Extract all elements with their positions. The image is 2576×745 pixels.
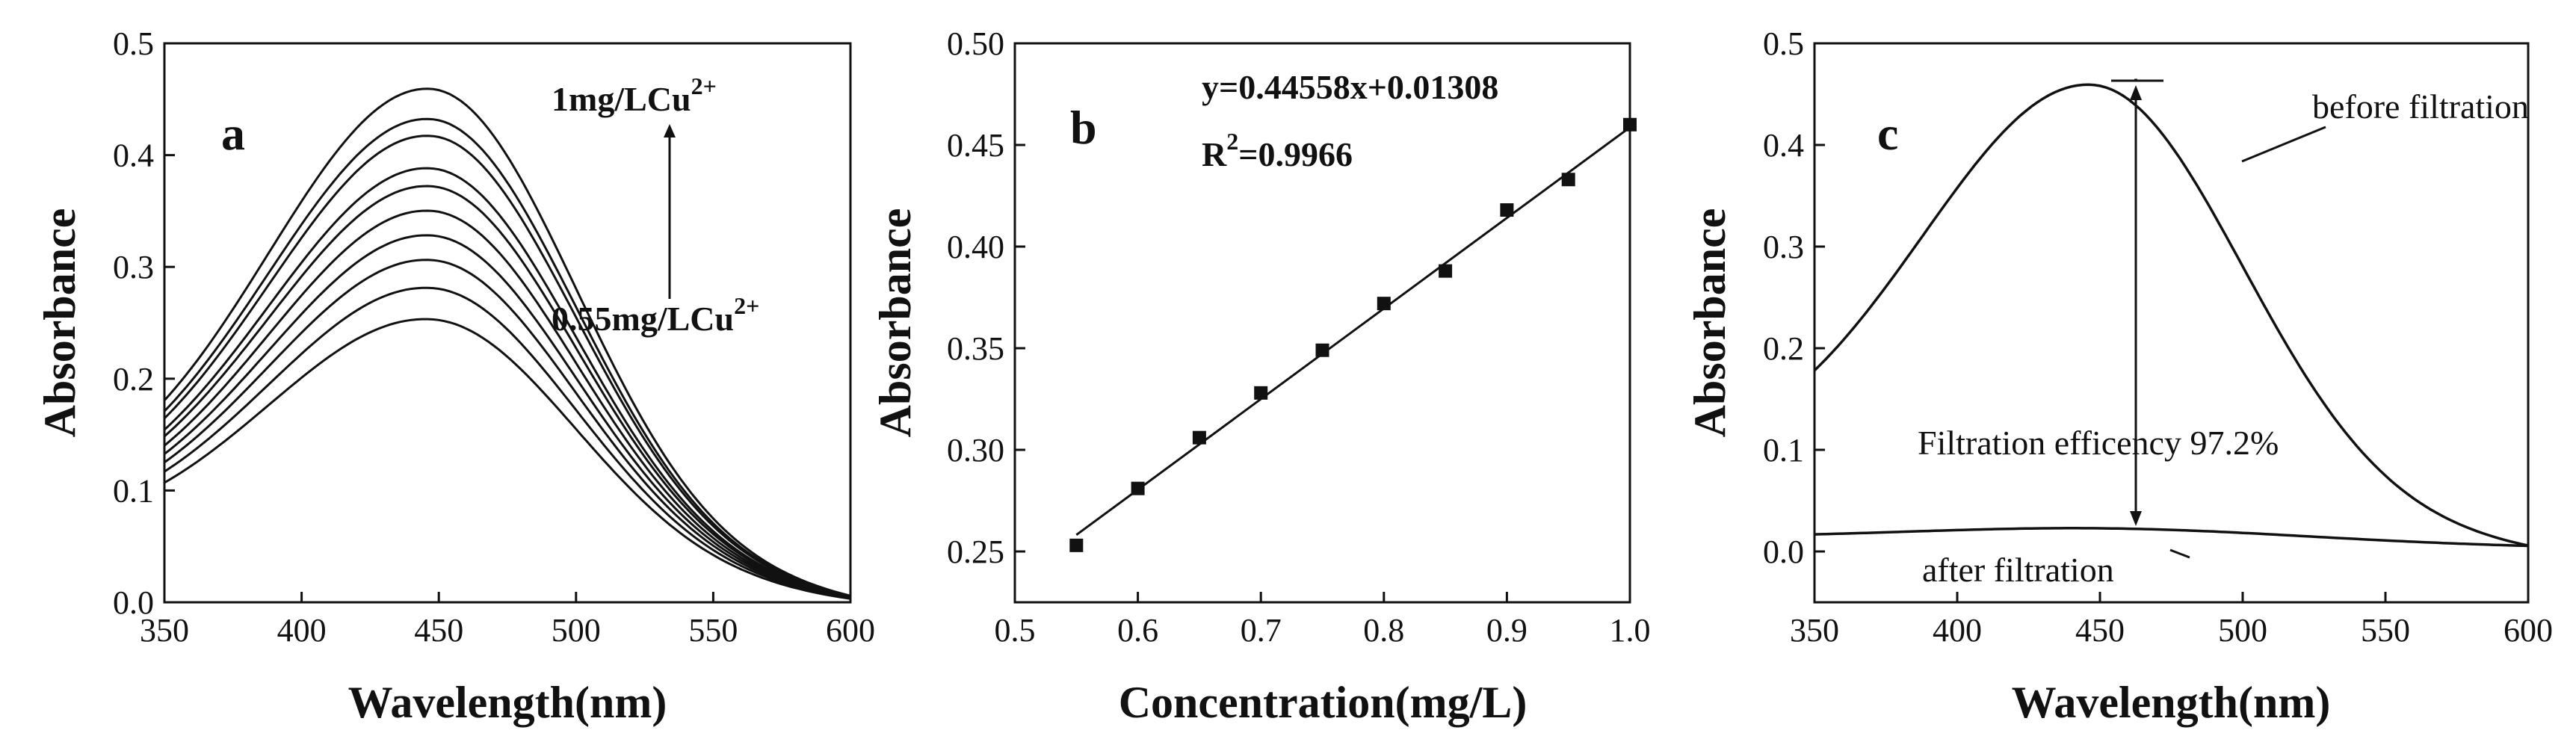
panel-a-ytick-label: 0.4 bbox=[113, 137, 154, 174]
panel-c-xtick-label: 400 bbox=[1933, 612, 1982, 649]
panel-c-ylabel: Absorbance bbox=[1685, 208, 1735, 438]
panel-a-ytick-label: 0.2 bbox=[113, 361, 154, 398]
panel-b: 0.5 0.6 0.7 0.8 0.9 1.0 0.25 0.30 0.35 0.40 0.45 0.… bbox=[871, 25, 1651, 727]
panel-b-data-point bbox=[1192, 430, 1206, 445]
panel-a-spectrum-line bbox=[163, 135, 851, 598]
panel-b-r2: R2=0.9966 bbox=[1202, 128, 1353, 173]
panel-c-xtick-label: 550 bbox=[2361, 612, 2410, 649]
panel-a-xtick-label: 600 bbox=[826, 612, 875, 649]
panel-a-xlabel: Wavelength(nm) bbox=[348, 678, 667, 727]
panel-c-frame bbox=[1813, 42, 2530, 604]
panel-b-xtick-label: 0.8 bbox=[1363, 612, 1404, 649]
panel-a-ytick-label: 0.1 bbox=[113, 472, 154, 509]
panel-a-label: a bbox=[221, 107, 245, 160]
panel-b-data-point bbox=[1500, 203, 1514, 217]
panel-b-equation: y=0.44558x+0.01308 bbox=[1202, 68, 1498, 106]
panel-c-label-before: before filtration bbox=[2312, 87, 2529, 126]
panel-a-spectrum-line bbox=[164, 286, 851, 600]
panel-b-ytick-label: 0.25 bbox=[947, 534, 1004, 570]
panel-a: 350 400 450 500 550 600 0.0 0.1 0.2 0.3 0.4 0.5 Abs… bbox=[35, 25, 875, 727]
panel-a-annotation-bottom: 0.55mg/LCu2+ bbox=[552, 292, 759, 338]
panel-b-xtick-label: 0.9 bbox=[1486, 612, 1528, 649]
panel-b-xtick-label: 1.0 bbox=[1610, 612, 1651, 649]
panel-b-xtick-label: 0.7 bbox=[1241, 612, 1282, 649]
panel-c-ytick-label: 0.0 bbox=[1763, 534, 1804, 570]
panel-c-after-line bbox=[1814, 527, 2529, 548]
panel-b-xlabel: Concentration(mg/L) bbox=[1119, 678, 1528, 727]
panel-c-ytick-label: 0.2 bbox=[1763, 330, 1804, 367]
panel-b-data-point bbox=[1377, 297, 1391, 311]
panel-c-label-efficiency: Filtration efficency 97.2% bbox=[1918, 424, 2279, 462]
panel-a-ylabel: Absorbance bbox=[35, 208, 84, 438]
panel-c-xtick-label: 450 bbox=[2075, 612, 2125, 649]
panel-b-data-point bbox=[1561, 173, 1575, 187]
panel-b-data-point bbox=[1069, 538, 1084, 552]
panel-b-frame bbox=[1013, 42, 1631, 604]
panel-c-after-pointer bbox=[2169, 548, 2190, 559]
panel-a-spectrum-line bbox=[164, 209, 851, 599]
panel-c-before-pointer bbox=[2241, 126, 2326, 163]
panel-a-xtick-label: 400 bbox=[277, 612, 327, 649]
panel-a-spectrum-line bbox=[164, 259, 851, 599]
panel-b-ytick-label: 0.30 bbox=[947, 432, 1004, 469]
panel-c-efficiency-arrow-up bbox=[2130, 85, 2142, 100]
panel-c-label: c bbox=[1877, 107, 1898, 160]
panel-c-label-after: after filtration bbox=[1922, 551, 2114, 589]
panel-b-xtick-label: 0.5 bbox=[995, 612, 1036, 649]
panel-a-curves bbox=[163, 87, 851, 600]
panel-c-ytick-label: 0.1 bbox=[1763, 432, 1804, 469]
panel-a-xtick-label: 450 bbox=[414, 612, 463, 649]
panel-a-xtick-label: 350 bbox=[140, 612, 189, 649]
panel-c-ticks: 350 400 450 500 550 600 0.0 0.1 0.2 0.3 0.4 0.5 bbox=[1763, 25, 2553, 649]
panel-a-spectrum-line bbox=[163, 185, 851, 599]
panel-b-data-point bbox=[1315, 343, 1329, 357]
panel-b-ytick-label: 0.35 bbox=[947, 330, 1004, 367]
panel-b-data-point bbox=[1131, 481, 1145, 495]
panel-b-ylabel: Absorbance bbox=[871, 208, 920, 438]
panel-b-ytick-label: 0.45 bbox=[947, 127, 1004, 164]
panel-c-efficiency-arrow-down bbox=[2130, 511, 2142, 526]
panel-c-xlabel: Wavelength(nm) bbox=[2012, 678, 2331, 727]
panel-b-label: b bbox=[1070, 101, 1097, 154]
panel-c-xtick-label: 350 bbox=[1790, 612, 1839, 649]
panel-b-ytick-label: 0.40 bbox=[947, 229, 1004, 265]
panel-c-curves bbox=[1813, 83, 2529, 548]
panel-a-ytick-label: 0.5 bbox=[113, 25, 154, 62]
panel-c-ytick-label: 0.3 bbox=[1763, 229, 1804, 265]
panel-a-spectrum-line bbox=[164, 234, 851, 599]
panel-c: 350 400 450 500 550 600 0.0 0.1 0.2 0.3 0.4 0.5 Abs… bbox=[1685, 25, 2553, 727]
panel-c-ytick-label: 0.4 bbox=[1763, 127, 1804, 164]
panel-c-ytick-label: 0.5 bbox=[1763, 25, 1804, 62]
panel-a-xtick-label: 500 bbox=[552, 612, 601, 649]
panel-b-data-point bbox=[1254, 386, 1268, 400]
panel-a-ytick-label: 0.0 bbox=[113, 584, 154, 621]
panel-a-spectrum-line bbox=[163, 167, 851, 599]
panel-b-fit-line bbox=[1075, 126, 1631, 537]
panel-a-annotation-top: 1mg/LCu2+ bbox=[552, 72, 717, 118]
panel-a-spectrum-line bbox=[164, 318, 851, 600]
panel-b-data-point bbox=[1439, 264, 1453, 278]
panel-b-data-point bbox=[1623, 117, 1637, 132]
panel-a-spectrum-line bbox=[163, 117, 851, 598]
panel-b-xtick-label: 0.6 bbox=[1117, 612, 1158, 649]
panel-a-ytick-label: 0.3 bbox=[113, 249, 154, 285]
panel-a-spectrum-line bbox=[163, 87, 851, 597]
panel-c-xtick-label: 500 bbox=[2218, 612, 2267, 649]
panel-c-before-line bbox=[1813, 83, 2529, 547]
panel-a-xtick-label: 550 bbox=[688, 612, 738, 649]
panel-a-frame bbox=[163, 42, 852, 604]
panel-c-xtick-label: 600 bbox=[2504, 612, 2553, 649]
panel-a-arrow-head bbox=[664, 124, 676, 137]
panel-a-ticks: 350 400 450 500 550 600 0.0 0.1 0.2 0.3 0.4 0.5 bbox=[113, 25, 875, 649]
panel-b-ticks: 0.5 0.6 0.7 0.8 0.9 1.0 0.25 0.30 0.35 0.40 0.45 0.… bbox=[947, 25, 1651, 649]
panel-b-ytick-label: 0.50 bbox=[947, 25, 1004, 62]
panel-b-plot bbox=[1069, 117, 1637, 552]
